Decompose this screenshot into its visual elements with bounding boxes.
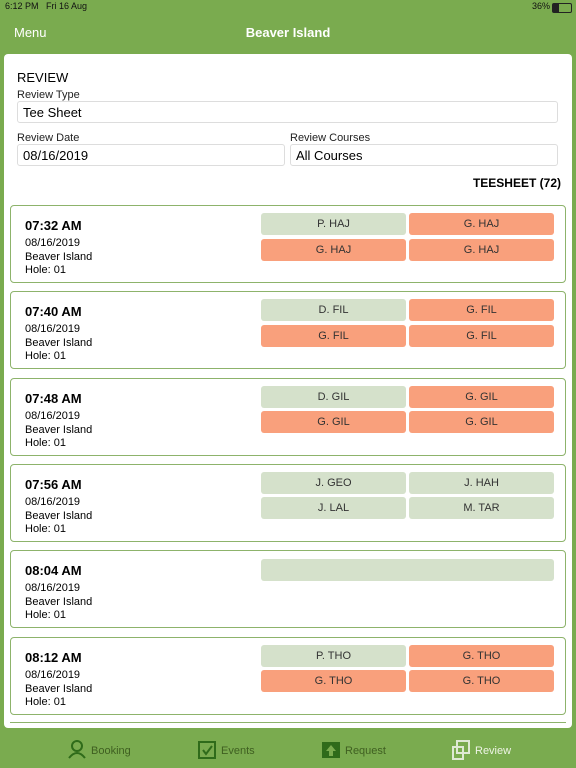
request-icon bbox=[326, 745, 336, 756]
tab-icons bbox=[68, 740, 470, 760]
booking-icon bbox=[71, 740, 83, 752]
review-courses-field[interactable]: All Courses bbox=[290, 144, 558, 166]
status-date: Fri 16 Aug bbox=[46, 1, 88, 11]
player-slot[interactable]: G. HAJ bbox=[261, 238, 406, 261]
player-slot[interactable]: G. THO bbox=[409, 644, 554, 667]
tee-date: 08/16/2019 bbox=[25, 495, 81, 508]
tee-hole: Hole: 01 bbox=[25, 522, 66, 535]
tee-time-card[interactable]: 08:12 AM 08/16/2019 Beaver Island Hole: 01 P… bbox=[10, 636, 566, 715]
tee-date: 08/16/2019 bbox=[25, 582, 81, 595]
tee-date: 08/16/2019 bbox=[25, 668, 81, 681]
tee-time: 07:56 AM bbox=[25, 476, 82, 492]
tee-time: 07:40 AM bbox=[25, 304, 82, 320]
review-date-field[interactable]: 08/16/2019 bbox=[17, 144, 285, 166]
tee-course: Beaver Island bbox=[25, 251, 93, 263]
tee-time: 07:32 AM bbox=[25, 218, 82, 233]
empty-slot bbox=[261, 559, 554, 582]
player-slot[interactable]: D. GIL bbox=[261, 385, 406, 408]
player-slot[interactable]: G. GIL bbox=[409, 385, 554, 408]
tee-time-card[interactable]: 07:56 AM 08/16/2019 Beaver Island Hole: 01 J… bbox=[10, 463, 566, 542]
player-slot[interactable]: G. GIL bbox=[409, 411, 554, 434]
partial-card bbox=[10, 722, 566, 733]
events-icon bbox=[202, 745, 213, 756]
tab-booking[interactable]: Booking bbox=[91, 745, 131, 757]
tee-hole: Hole: 01 bbox=[25, 609, 66, 622]
player-slot[interactable]: G. FIL bbox=[409, 299, 554, 322]
tee-date: 08/16/2019 bbox=[25, 237, 81, 249]
tee-course: Beaver Island bbox=[25, 423, 93, 436]
player-slot[interactable]: G. HAJ bbox=[409, 213, 554, 235]
player-slot[interactable]: J. HAH bbox=[409, 471, 554, 494]
field-label: Review Date bbox=[17, 132, 80, 144]
status-battery: 36% bbox=[532, 1, 551, 11]
tee-time: 08:12 AM bbox=[25, 649, 82, 665]
tab-events[interactable]: Events bbox=[221, 745, 255, 757]
player-slot[interactable]: P. HAJ bbox=[261, 213, 406, 235]
player-slot[interactable]: G. THO bbox=[261, 670, 406, 692]
player-slot[interactable]: J. LAL bbox=[261, 497, 406, 520]
player-slot[interactable]: G. FIL bbox=[261, 324, 406, 347]
tab-request[interactable]: Request bbox=[345, 745, 386, 757]
tee-course: Beaver Island bbox=[25, 509, 93, 522]
booking-icon bbox=[68, 752, 86, 759]
review-heading: REVIEW bbox=[17, 70, 69, 85]
tab-review[interactable]: Review bbox=[475, 745, 512, 757]
player-slot[interactable]: J. GEO bbox=[261, 471, 406, 494]
tee-hole: Hole: 01 bbox=[25, 695, 66, 708]
tee-course: Beaver Island bbox=[25, 596, 93, 609]
tee-time-card[interactable]: 07:48 AM 08/16/2019 Beaver Island Hole: 01 D… bbox=[10, 377, 566, 456]
player-slot[interactable]: G. GIL bbox=[261, 411, 406, 434]
tee-time-card[interactable]: 07:40 AM 08/16/2019 Beaver Island Hole: 01 D… bbox=[10, 291, 566, 370]
review-type-field[interactable]: Tee Sheet bbox=[17, 101, 558, 123]
tee-date: 08/16/2019 bbox=[25, 409, 81, 422]
player-slot[interactable]: P. THO bbox=[261, 644, 406, 667]
events-icon bbox=[198, 741, 216, 759]
review-icon bbox=[452, 746, 464, 760]
menu-button[interactable]: Menu bbox=[14, 25, 47, 40]
content-panel: REVIEW Review Type Tee Sheet Review Date… bbox=[4, 54, 572, 728]
field-label: Review Courses bbox=[290, 132, 371, 144]
tee-time-card[interactable]: 07:32 AM 08/16/2019 Beaver Island Hole: 01 P… bbox=[10, 205, 566, 283]
tee-time: 08:04 AM bbox=[25, 563, 82, 579]
player-slot[interactable]: D. FIL bbox=[261, 299, 406, 322]
nav-title: Beaver Island bbox=[245, 25, 331, 40]
tee-course: Beaver Island bbox=[25, 337, 93, 350]
tee-time-card[interactable]: 08:04 AM 08/16/2019 Beaver Island Hole: 01 bbox=[10, 550, 566, 629]
player-slot[interactable]: G. FIL bbox=[409, 324, 554, 347]
tee-hole: Hole: 01 bbox=[25, 264, 66, 276]
tee-hole: Hole: 01 bbox=[25, 350, 66, 363]
teesheet-count: TEESHEET (72) bbox=[472, 176, 561, 190]
battery-icon bbox=[552, 3, 572, 13]
status-time: 6:12 PM bbox=[5, 1, 39, 11]
player-slot[interactable]: G. THO bbox=[409, 670, 554, 692]
tee-course: Beaver Island bbox=[25, 682, 93, 695]
tee-time: 07:48 AM bbox=[25, 390, 82, 406]
tee-date: 08/16/2019 bbox=[25, 323, 81, 336]
tee-hole: Hole: 01 bbox=[25, 436, 66, 449]
player-slot[interactable]: M. TAR bbox=[409, 497, 554, 520]
player-slot[interactable]: G. HAJ bbox=[409, 238, 554, 261]
field-label: Review Type bbox=[17, 89, 80, 101]
